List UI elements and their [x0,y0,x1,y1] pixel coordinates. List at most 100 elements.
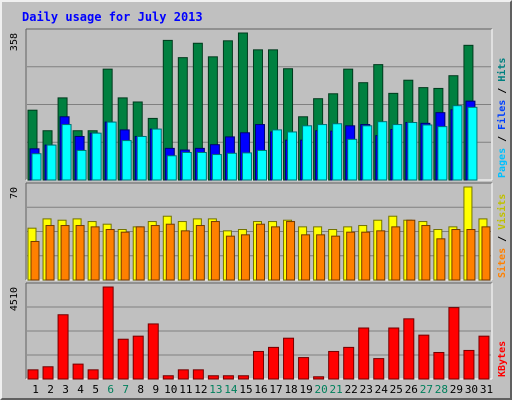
bar-pages-day-12 [196,151,207,181]
ylabel-part: / [497,230,508,248]
bar-sites-day-14 [225,235,235,281]
bar-pages-day-15 [241,152,252,181]
ylabel-part: Files [496,100,508,130]
ylabel-part: Sites [496,248,508,278]
bar-sites-day-17 [271,226,281,281]
bar-pages-day-5 [91,132,102,181]
bar-pages-day-24 [377,121,388,181]
bar-sites-day-11 [180,230,190,281]
ymax-label-hits_files_pages: 358 [9,33,20,51]
chart-title: Daily usage for July 2013 [22,10,203,24]
x-tick-day-17: 17 [269,383,282,396]
x-tick-day-30: 30 [465,383,478,396]
bar-sites-day-31 [481,226,491,281]
bar-pages-day-7 [121,140,132,181]
bar-kbytes-day-14 [222,375,234,380]
ylabel-part: Pages [497,148,508,178]
x-tick-day-28: 28 [435,383,448,396]
bar-sites-day-23 [361,231,371,281]
x-tick-day-21: 21 [330,383,343,396]
x-tick-day-24: 24 [375,383,389,396]
bar-kbytes-day-13 [207,375,219,380]
bar-sites-day-12 [195,225,205,281]
bar-sites-day-16 [255,223,265,281]
bar-pages-day-26 [407,122,418,181]
x-tick-day-20: 20 [315,383,328,396]
x-tick-day-15: 15 [239,383,252,396]
bar-kbytes-day-7 [117,338,129,380]
bar-pages-day-13 [211,154,222,181]
x-tick-day-4: 4 [77,383,84,396]
bar-kbytes-day-24 [373,358,385,380]
bar-sites-day-15 [240,234,250,281]
bar-sites-day-4 [75,225,85,281]
x-tick-day-13: 13 [209,383,222,396]
bar-kbytes-day-5 [87,369,99,380]
bar-kbytes-day-8 [132,335,144,380]
x-tick-day-27: 27 [420,383,433,396]
bar-sites-day-7 [120,231,130,281]
bar-kbytes-day-15 [237,375,249,380]
x-tick-day-19: 19 [299,383,312,396]
bar-kbytes-day-2 [42,366,54,380]
bar-pages-day-8 [136,135,147,181]
x-tick-day-3: 3 [62,383,69,396]
bar-pages-day-18 [287,131,298,181]
ylabel-part: / [497,130,508,148]
bar-kbytes-day-26 [403,318,415,380]
bar-kbytes-day-29 [448,307,460,380]
bar-pages-day-23 [362,125,373,181]
x-tick-day-29: 29 [450,383,463,396]
bar-kbytes-day-3 [57,314,69,380]
bar-pages-day-4 [76,149,87,181]
bar-sites-day-20 [316,234,326,281]
bar-kbytes-day-11 [177,369,189,380]
bar-kbytes-day-17 [268,346,280,380]
bar-sites-day-28 [436,238,446,281]
bar-pages-day-21 [332,123,343,181]
x-tick-day-11: 11 [179,383,192,396]
bar-pages-day-1 [31,153,42,181]
bar-kbytes-day-22 [343,346,355,380]
bar-sites-day-22 [346,231,356,281]
x-tick-day-2: 2 [47,383,54,396]
bar-kbytes-day-28 [433,351,445,380]
bar-kbytes-day-27 [418,334,430,380]
bar-sites-day-13 [210,221,220,281]
x-tick-day-5: 5 [92,383,99,396]
x-tick-day-31: 31 [480,383,493,396]
bar-sites-day-24 [376,230,386,281]
bar-sites-day-5 [90,226,100,281]
ylabel-part: / [497,82,508,100]
bar-pages-day-22 [347,138,358,181]
bar-pages-day-11 [181,151,192,181]
bar-pages-day-3 [61,124,72,181]
x-tick-day-23: 23 [360,383,373,396]
bar-pages-day-28 [437,126,448,181]
bar-kbytes-day-21 [328,350,340,380]
x-tick-day-1: 1 [32,383,39,396]
bar-sites-day-29 [451,229,461,281]
bar-sites-day-10 [165,223,175,281]
bar-kbytes-day-1 [27,369,39,380]
ylabel-part: Visits [496,194,508,230]
bar-pages-day-17 [272,129,283,181]
x-tick-day-12: 12 [194,383,207,396]
bar-sites-day-19 [301,234,311,281]
x-tick-day-25: 25 [390,383,403,396]
bar-kbytes-day-30 [463,349,475,380]
bar-sites-day-25 [391,226,401,281]
bar-kbytes-day-16 [252,350,264,380]
ylabel-visits_sites: Sites / Visits [496,194,508,278]
bar-kbytes-day-9 [147,323,159,380]
ylabel-part: KBytes [497,341,508,377]
bar-sites-day-18 [286,221,296,281]
bar-pages-day-29 [452,105,463,181]
bar-kbytes-day-6 [102,286,114,380]
bar-kbytes-day-25 [388,327,400,380]
x-tick-day-10: 10 [164,383,177,396]
bar-pages-day-10 [166,155,177,181]
ylabel-kbytes: KBytes [497,341,508,377]
